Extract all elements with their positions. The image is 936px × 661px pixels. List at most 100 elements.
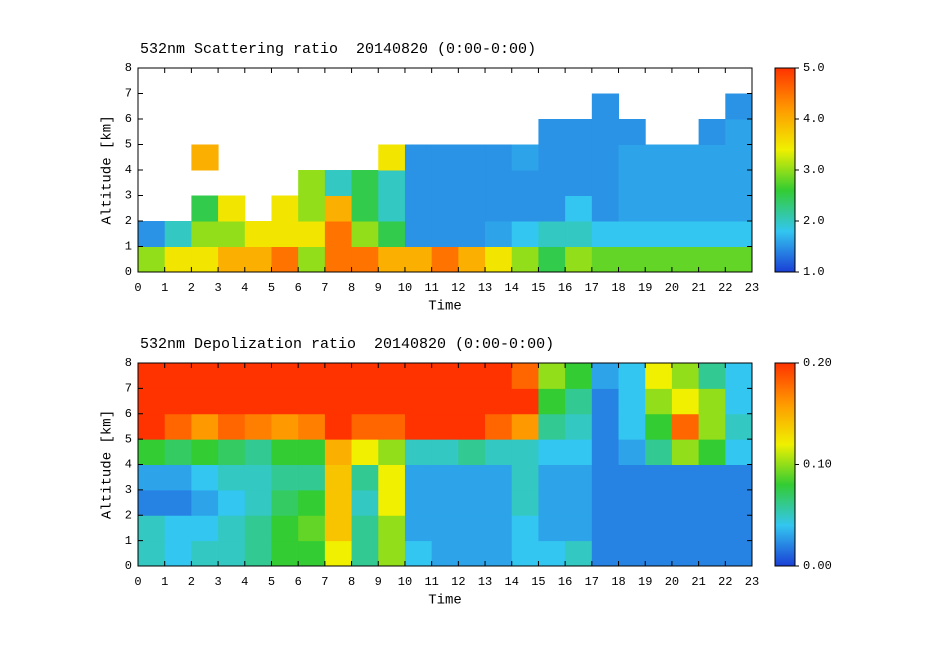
heat-cell [351, 170, 379, 196]
heat-cell [351, 489, 379, 516]
heat-cell [565, 170, 593, 196]
heat-cell [698, 363, 726, 389]
heat-cell [271, 413, 299, 440]
heat-cell [538, 388, 566, 415]
heat-cell [511, 363, 539, 389]
heat-cell [591, 515, 620, 542]
heat-cell [485, 170, 513, 196]
heat-cell [404, 515, 433, 542]
y-tick-label: 5 [125, 432, 132, 446]
heat-cell [618, 170, 646, 196]
y-tick-label: 6 [125, 112, 132, 126]
heat-cell [431, 170, 459, 196]
x-tick-label: 14 [505, 281, 519, 295]
heat-cell [671, 489, 700, 516]
heat-cell [591, 195, 620, 222]
heat-cell [404, 363, 433, 389]
chart-title: 532nm Scattering ratio 20140820 (0:00-0:… [140, 41, 536, 58]
y-tick-label: 4 [125, 458, 132, 472]
heat-cell [645, 413, 673, 440]
x-tick-label: 15 [531, 281, 545, 295]
heat-cell [404, 464, 433, 491]
heat-cell [271, 246, 299, 273]
heat-cell [565, 144, 593, 171]
heat-cell [324, 221, 353, 247]
x-tick-label: 3 [214, 575, 221, 589]
heat-cell [485, 144, 513, 171]
heat-cell [298, 515, 326, 542]
heat-cell [645, 246, 673, 273]
heat-cell [244, 363, 272, 389]
x-tick-label: 11 [424, 281, 438, 295]
heat-cell [271, 195, 299, 222]
heat-cell [138, 489, 166, 516]
heat-cell [431, 439, 459, 465]
x-tick-label: 23 [745, 575, 759, 589]
y-tick-label: 0 [125, 559, 132, 573]
heat-cell [671, 515, 700, 542]
heat-cell [591, 93, 620, 120]
y-tick-label: 7 [125, 382, 132, 396]
x-tick-label: 7 [321, 281, 328, 295]
heat-cell [591, 363, 620, 389]
heat-cell [458, 489, 486, 516]
x-tick-label: 15 [531, 575, 545, 589]
heat-cell [698, 439, 726, 465]
heat-cell [351, 221, 379, 247]
x-tick-label: 10 [398, 281, 412, 295]
x-tick-label: 5 [268, 281, 275, 295]
heat-cell [404, 170, 433, 196]
heat-cell [458, 439, 486, 465]
heat-cell [244, 540, 272, 567]
heat-cell [404, 388, 433, 415]
heat-cell [164, 363, 192, 389]
heat-cell [618, 221, 646, 247]
heat-cell [511, 439, 539, 465]
heat-cell [645, 388, 673, 415]
x-tick-label: 8 [348, 281, 355, 295]
chart-title: 532nm Depolization ratio 20140820 (0:00-… [140, 336, 554, 353]
heat-cell [244, 413, 272, 440]
colorbar-tick-label: 5.0 [803, 61, 825, 75]
heat-cell [538, 439, 566, 465]
heat-cell [725, 388, 753, 415]
heat-cell [164, 246, 192, 273]
heat-cell [164, 489, 192, 516]
heat-cell [324, 439, 353, 465]
heat-cell [698, 195, 726, 222]
heat-cell [618, 246, 646, 273]
heat-cell [191, 413, 219, 440]
heat-cell [591, 388, 620, 415]
heat-cell [164, 388, 192, 415]
heat-cell [538, 363, 566, 389]
colorbar-tick-label: 4.0 [803, 112, 825, 126]
heat-cell [218, 363, 246, 389]
heat-cell [138, 439, 166, 465]
heat-cell [324, 388, 353, 415]
heat-cell [671, 388, 700, 415]
heat-cell [565, 221, 593, 247]
x-tick-label: 9 [375, 281, 382, 295]
heat-cell [565, 489, 593, 516]
heat-cell [218, 246, 246, 273]
heat-cell [351, 439, 379, 465]
heat-cell [698, 540, 726, 567]
heat-cell [645, 540, 673, 567]
heat-cell [191, 489, 219, 516]
heat-cell [645, 515, 673, 542]
heat-cell [725, 540, 753, 567]
heat-cell [298, 221, 326, 247]
heat-cell [458, 195, 486, 222]
heat-cell [191, 464, 219, 491]
heat-cell [244, 439, 272, 465]
x-tick-label: 8 [348, 575, 355, 589]
heat-cell [725, 246, 753, 273]
heat-cell [698, 388, 726, 415]
heat-cell [271, 515, 299, 542]
y-tick-label: 6 [125, 407, 132, 421]
heat-cell [298, 246, 326, 273]
heat-cell [404, 413, 433, 440]
heat-cell [538, 413, 566, 440]
x-tick-label: 17 [585, 575, 599, 589]
